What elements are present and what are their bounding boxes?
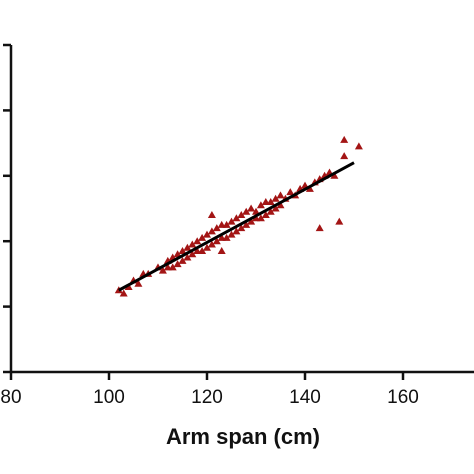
data-point [168, 263, 177, 271]
data-point [242, 207, 251, 215]
data-point [203, 230, 211, 238]
data-point [217, 247, 226, 255]
data-point [247, 217, 256, 225]
data-point [256, 214, 265, 222]
x-tick-label: 80 [0, 387, 21, 408]
data-point [178, 256, 187, 264]
data-point [188, 250, 197, 258]
data-point [271, 194, 280, 202]
data-point [354, 142, 363, 150]
data-point [207, 240, 216, 248]
data-point [335, 217, 344, 225]
x-tick-label: 160 [387, 387, 419, 408]
data-point [134, 279, 143, 287]
x-tick-label: 120 [191, 387, 223, 408]
data-point [188, 240, 197, 248]
fit-line [118, 161, 355, 292]
data-point [256, 201, 265, 209]
data-point [178, 247, 187, 255]
data-point [340, 152, 349, 160]
data-point [222, 220, 231, 228]
data-point [212, 237, 221, 245]
x-axis-label: Arm span (cm) [166, 424, 320, 449]
data-point [227, 230, 236, 238]
data-point [198, 247, 207, 255]
data-point [227, 217, 236, 225]
data-point [203, 243, 211, 251]
x-tick-label: 100 [93, 387, 125, 408]
data-point [232, 227, 241, 235]
data-point [232, 214, 241, 222]
data-point [266, 207, 275, 215]
data-point [222, 233, 231, 241]
data-point [173, 260, 182, 268]
data-point [119, 289, 128, 297]
data-point [276, 191, 285, 199]
data-point [198, 233, 207, 241]
data-point [286, 188, 295, 196]
data-point [330, 171, 339, 179]
data-point [237, 224, 246, 232]
data-point [340, 135, 349, 143]
data-point [207, 211, 216, 219]
data-point [193, 237, 202, 245]
data-point [207, 227, 216, 235]
data-point [247, 204, 256, 212]
data-point [242, 220, 251, 228]
data-point [276, 201, 285, 209]
data-point [173, 250, 182, 258]
data-point [183, 243, 192, 251]
data-point [252, 207, 260, 215]
data-point [183, 253, 192, 261]
data-point [237, 211, 246, 219]
data-point [261, 211, 270, 219]
data-point [158, 266, 167, 274]
data-point [212, 224, 221, 232]
x-tick-label: 140 [289, 387, 321, 408]
data-point [266, 197, 275, 205]
data-point [305, 184, 314, 192]
data-point [271, 204, 280, 212]
data-point [315, 224, 324, 232]
